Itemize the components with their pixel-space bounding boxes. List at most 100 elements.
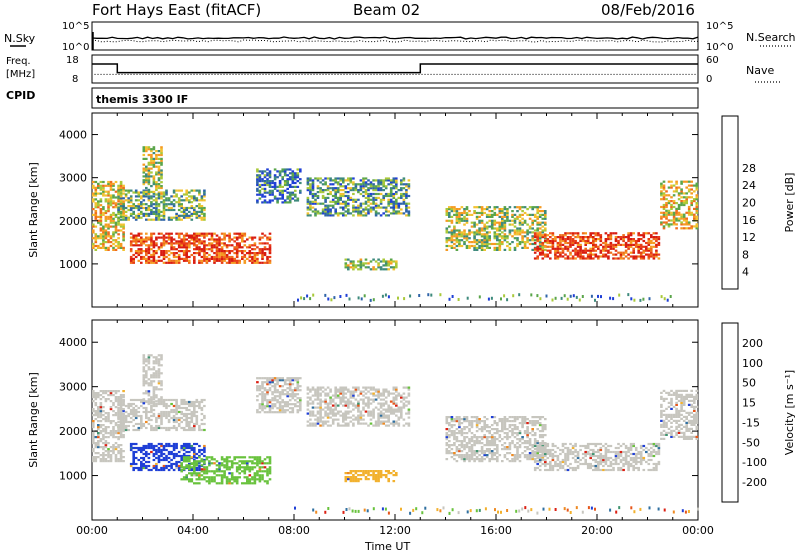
range-cell: [327, 189, 330, 191]
range-cell: [400, 189, 403, 191]
range-cell: [188, 478, 191, 480]
range-cell: [143, 358, 146, 360]
range-cell: [150, 195, 153, 197]
range-cell: [175, 401, 178, 403]
range-cell: [153, 467, 156, 469]
range-cell: [105, 460, 108, 462]
range-cell: [567, 236, 570, 238]
range-cell: [221, 262, 224, 264]
range-cell: [158, 168, 161, 170]
range-cell: [228, 480, 231, 482]
range-cell: [284, 389, 287, 391]
range-cell: [244, 240, 247, 242]
range-cell: [324, 214, 327, 216]
range-cell: [238, 468, 241, 470]
range-cell: [324, 197, 327, 199]
range-cell: [491, 220, 494, 222]
range-cell: [130, 199, 133, 201]
range-cell: [105, 426, 108, 428]
range-cell: [645, 246, 648, 248]
ground-echo-cell: [358, 296, 360, 299]
range-cell: [519, 231, 522, 233]
range-cell: [595, 238, 598, 240]
range-cell: [655, 250, 658, 252]
range-cell: [138, 213, 141, 215]
range-cell: [269, 186, 272, 188]
range-cell: [92, 420, 95, 422]
range-cell: [612, 244, 615, 246]
range-cell: [274, 198, 277, 200]
range-cell: [643, 257, 646, 259]
range-cell: [309, 177, 312, 179]
range-cell: [451, 229, 454, 231]
range-cell: [173, 190, 176, 192]
range-cell: [521, 239, 524, 241]
range-cell: [597, 248, 600, 250]
range-cell: [370, 203, 373, 205]
range-cell: [236, 238, 239, 240]
range-cell: [360, 210, 363, 212]
range-cell: [630, 252, 633, 254]
range-cell: [314, 212, 317, 214]
range-cell: [393, 207, 396, 209]
range-cell: [132, 409, 135, 411]
range-cell: [150, 162, 153, 164]
range-cell: [188, 256, 191, 258]
range-cell: [494, 214, 497, 216]
range-cell: [223, 458, 226, 460]
range-cell: [188, 403, 191, 405]
range-cell: [292, 194, 295, 196]
range-cell: [155, 445, 158, 447]
range-cell: [377, 197, 380, 199]
range-cell: [685, 223, 688, 225]
range-cell: [153, 388, 156, 390]
range-cell: [453, 231, 456, 233]
range-cell: [405, 203, 408, 205]
range-cell: [105, 420, 108, 422]
range-cell: [468, 231, 471, 233]
range-cell: [312, 411, 315, 413]
range-cell: [324, 177, 327, 179]
range-cell: [622, 236, 625, 238]
range-cell: [539, 239, 542, 241]
range-cell: [582, 236, 585, 238]
range-cell: [185, 235, 188, 237]
range-cell: [542, 229, 545, 231]
range-cell: [122, 193, 125, 195]
range-cell: [324, 403, 327, 405]
range-cell: [165, 190, 168, 192]
range-cell: [244, 470, 247, 472]
range-cell: [327, 185, 330, 187]
range-cell: [110, 200, 113, 202]
range-cell: [120, 199, 123, 201]
range-cell: [97, 442, 100, 444]
range-cell: [153, 398, 156, 400]
range-cell: [185, 417, 188, 419]
range-cell: [163, 215, 166, 217]
range-cell: [140, 457, 143, 459]
range-cell: [221, 482, 224, 484]
range-cell: [342, 413, 345, 415]
range-cell: [271, 182, 274, 184]
ground-echo-cell: [488, 298, 490, 301]
range-cell: [102, 448, 105, 450]
range-cell: [294, 174, 297, 176]
range-cell: [155, 211, 158, 213]
range-cell: [322, 197, 325, 199]
range-cell: [380, 181, 383, 183]
range-cell: [382, 207, 385, 209]
range-cell: [145, 238, 148, 240]
nsky-right-tick-bottom: 10^0: [706, 42, 733, 53]
range-cell: [160, 197, 163, 199]
range-cell: [380, 193, 383, 195]
range-cell: [271, 199, 274, 201]
range-cell: [241, 238, 244, 240]
range-cell: [107, 233, 110, 235]
range-cell: [552, 232, 555, 234]
range-cell: [168, 258, 171, 260]
range-cell: [365, 207, 368, 209]
range-cell: [393, 205, 396, 207]
range-cell: [145, 382, 148, 384]
ground-echo-cell: [506, 298, 508, 301]
range-cell: [92, 458, 95, 460]
